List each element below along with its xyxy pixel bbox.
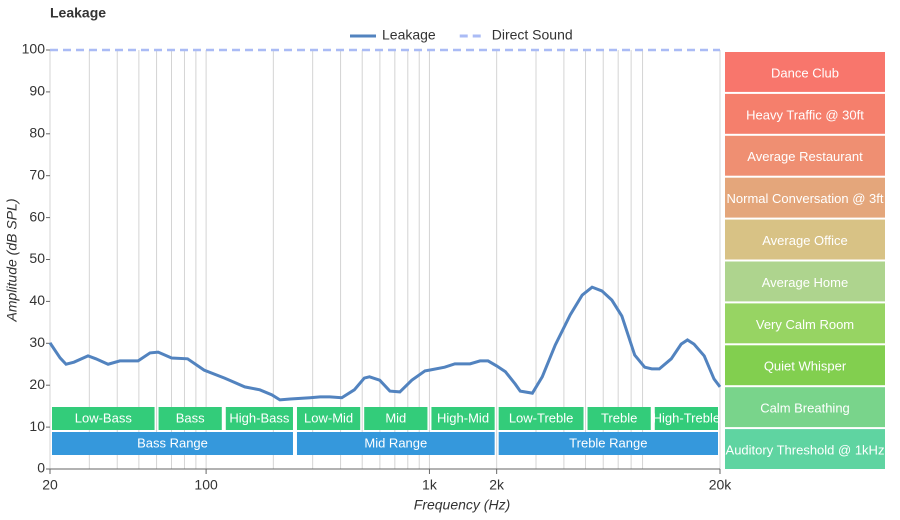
range-label: Bass Range [137, 435, 208, 450]
level [725, 303, 885, 344]
range-label: Mid Range [364, 435, 427, 450]
y-tick-label: 50 [29, 250, 45, 266]
level [725, 93, 885, 134]
band-label: High-Treble [653, 410, 720, 425]
level-label: Very Calm Room [756, 317, 854, 332]
y-tick-label: 40 [29, 292, 45, 308]
band-label: Low-Bass [75, 410, 133, 425]
x-tick-label: 1k [422, 477, 438, 493]
band-label: High-Bass [229, 410, 289, 425]
level [725, 52, 885, 92]
band-label: Treble [601, 410, 637, 425]
band [225, 407, 293, 430]
level-label: Auditory Threshold @ 1kHz [726, 442, 885, 457]
band [587, 407, 651, 430]
range [498, 432, 718, 455]
y-tick-label: 30 [29, 334, 45, 350]
y-axis-label: Amplitude (dB SPL) [4, 199, 20, 323]
x-tick-label: 2k [489, 477, 505, 493]
level [725, 219, 885, 260]
y-tick-label: 10 [29, 418, 45, 434]
range [296, 432, 495, 455]
y-tick-label: 90 [29, 83, 45, 99]
band-label: Mid [385, 410, 406, 425]
level-label: Quiet Whisper [764, 359, 847, 374]
x-tick-label: 100 [194, 477, 218, 493]
band-label: Bass [176, 410, 205, 425]
level-label: Average Office [762, 233, 848, 248]
y-tick-label: 60 [29, 208, 45, 224]
band-label: High-Mid [437, 410, 489, 425]
x-tick-label: 20k [709, 477, 733, 493]
band [431, 407, 495, 430]
level-label: Normal Conversation @ 3ft [727, 191, 884, 206]
legend-label: Direct Sound [492, 27, 573, 43]
level-label: Calm Breathing [760, 401, 850, 416]
level-label: Average Home [762, 275, 848, 290]
chart-title: Leakage [50, 5, 106, 21]
series-line [48, 285, 722, 402]
y-tick-label: 0 [37, 460, 45, 476]
level [725, 135, 885, 176]
band [498, 407, 584, 430]
y-tick-label: 20 [29, 376, 45, 392]
legend-label: Leakage [382, 27, 436, 43]
level [725, 261, 885, 302]
band [158, 407, 222, 430]
y-tick-label: 100 [22, 41, 46, 57]
level-label: Average Restaurant [747, 149, 863, 164]
band-label: Low-Mid [304, 410, 353, 425]
x-axis-label: Frequency (Hz) [414, 497, 510, 513]
level-label: Dance Club [771, 65, 839, 80]
level [725, 429, 885, 469]
band [296, 407, 361, 430]
level [725, 387, 885, 428]
y-tick-label: 70 [29, 166, 45, 182]
band [52, 407, 155, 430]
range-label: Treble Range [569, 435, 647, 450]
y-tick-label: 80 [29, 125, 45, 141]
level [725, 345, 885, 386]
band-label: Low-Treble [509, 410, 574, 425]
level [725, 177, 885, 218]
band [654, 407, 718, 430]
level-label: Heavy Traffic @ 30ft [746, 107, 864, 122]
x-tick-label: 20 [42, 477, 58, 493]
range [52, 432, 293, 455]
band [364, 407, 428, 430]
